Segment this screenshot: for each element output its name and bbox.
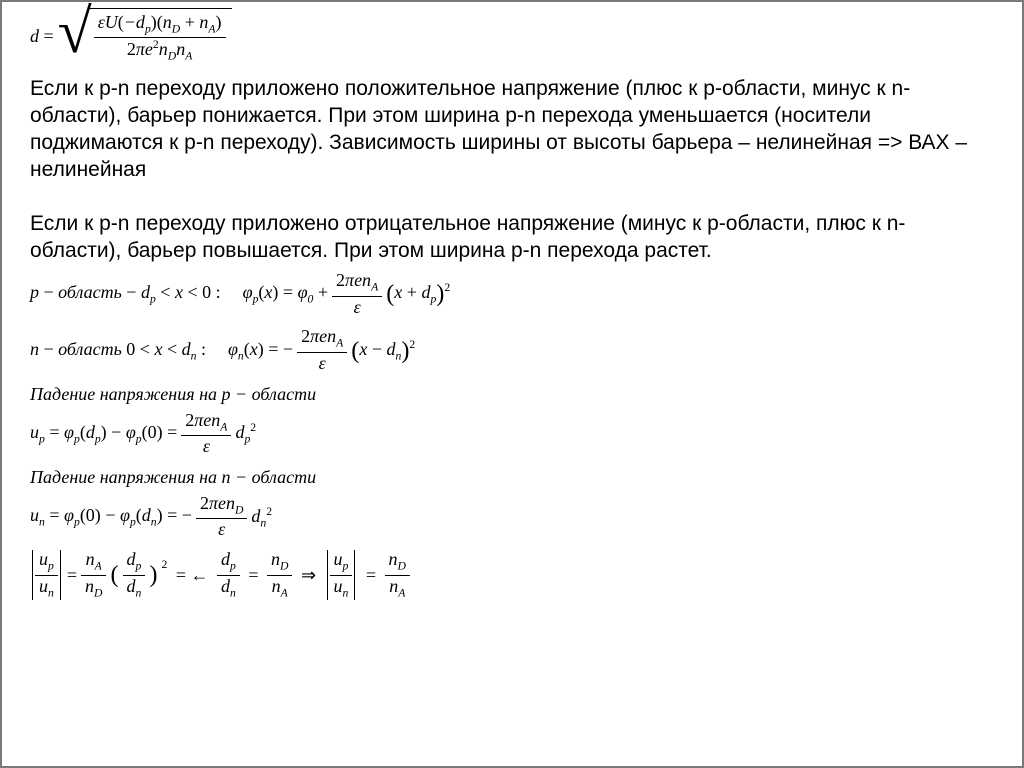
paragraph-reverse-bias: Если к p-n переходу приложено отрицатель… <box>30 211 994 265</box>
equation-p-region: p − область − dp < x < 0 : φp(x) = φ0 + … <box>30 271 994 317</box>
equation-ratio: upun = nAnD ( dpdn )2 = ← dpdn = nDnA ⇒ … <box>30 550 994 600</box>
label-voltage-drop-n: Падение напряжения на n − области <box>30 467 994 488</box>
label-voltage-drop-p: Падение напряжения на p − области <box>30 384 994 405</box>
equation-un: un = φp(0) − φp(dn) = − 2πenD ε dn2 <box>30 494 994 540</box>
equation-up: up = φp(dp) − φp(0) = 2πenA ε dp2 <box>30 411 994 457</box>
equation-d-width: d = √ εU(−dp)(nD + nA) 2πe2nDnA <box>30 8 994 66</box>
page-frame: d = √ εU(−dp)(nD + nA) 2πe2nDnA Если к p… <box>0 0 1024 768</box>
equation-n-region: n − область 0 < x < dn : φn(x) = − 2πenA… <box>30 327 994 373</box>
paragraph-forward-bias: Если к p-n переходу приложено положитель… <box>30 76 994 184</box>
